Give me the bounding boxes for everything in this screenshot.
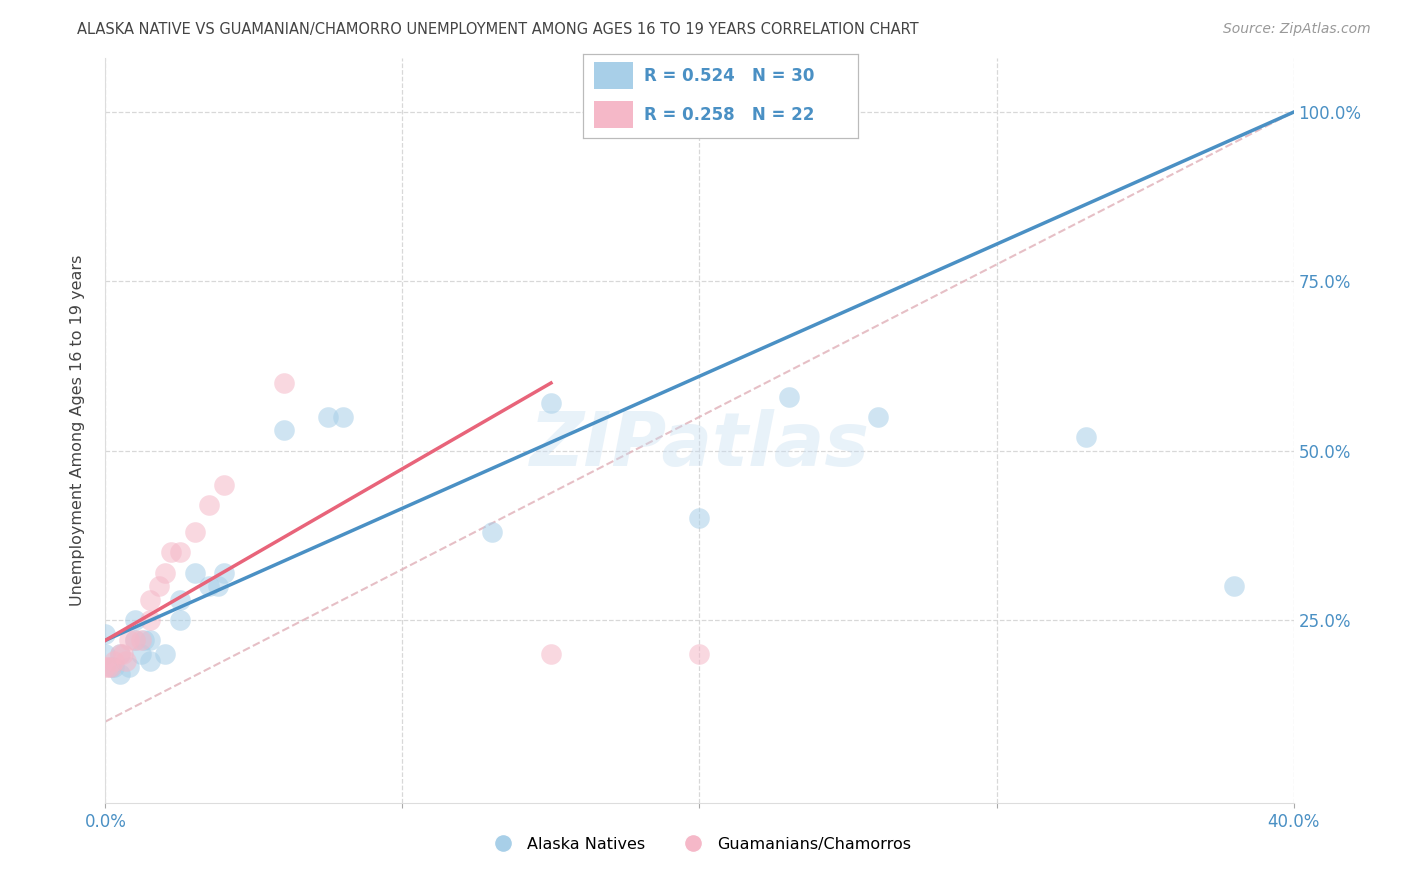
Point [148, 579, 170, 593]
Point [169, 545, 191, 559]
Text: ZIPatlas: ZIPatlas [530, 409, 869, 482]
Point [103, 654, 125, 668]
Point [124, 633, 146, 648]
Point [273, 423, 295, 437]
Point [198, 579, 221, 593]
Y-axis label: Unemployment Among Ages 16 to 19 years: Unemployment Among Ages 16 to 19 years [70, 255, 84, 606]
Point [94, 647, 117, 661]
Point [183, 524, 205, 539]
Point [100, 660, 122, 674]
Point [169, 592, 191, 607]
Point [103, 660, 125, 674]
Point [183, 566, 205, 580]
Point [110, 647, 132, 661]
Bar [595, 62, 633, 89]
Text: ALASKA NATIVE VS GUAMANIAN/CHAMORRO UNEMPLOYMENT AMONG AGES 16 TO 19 YEARS CORRE: ALASKA NATIVE VS GUAMANIAN/CHAMORRO UNEM… [77, 22, 920, 37]
Text: Source: ZipAtlas.com: Source: ZipAtlas.com [1223, 22, 1371, 37]
Point [129, 647, 152, 661]
Point [110, 667, 132, 681]
Point [778, 390, 800, 404]
Legend: Alaska Natives, Guamanians/Chamorros: Alaska Natives, Guamanians/Chamorros [481, 830, 918, 858]
Point [124, 633, 146, 648]
Point [118, 633, 141, 648]
Point [207, 579, 229, 593]
Point [118, 660, 141, 674]
Point [124, 613, 146, 627]
Bar [595, 101, 633, 128]
Text: R = 0.524   N = 30: R = 0.524 N = 30 [644, 67, 814, 85]
Point [332, 409, 354, 424]
Point [866, 409, 889, 424]
Point [689, 511, 711, 525]
Point [94, 660, 117, 674]
Point [316, 409, 339, 424]
Point [129, 633, 152, 648]
Point [115, 654, 138, 668]
Point [169, 613, 191, 627]
Point [214, 566, 236, 580]
Point [139, 654, 162, 668]
Text: R = 0.258   N = 22: R = 0.258 N = 22 [644, 105, 814, 123]
Point [159, 545, 181, 559]
Point [110, 647, 132, 661]
Point [273, 376, 295, 390]
Point [139, 613, 162, 627]
Point [689, 647, 711, 661]
Point [153, 647, 176, 661]
Point [1074, 430, 1097, 444]
Point [540, 647, 562, 661]
Point [540, 396, 562, 410]
Point [198, 498, 221, 512]
Point [1223, 579, 1246, 593]
Point [97, 660, 120, 674]
Point [112, 647, 135, 661]
Point [132, 633, 155, 648]
Point [481, 524, 503, 539]
Point [100, 660, 122, 674]
Point [94, 626, 117, 640]
Point [139, 592, 162, 607]
Point [153, 566, 176, 580]
Point [214, 477, 236, 491]
Point [139, 633, 162, 648]
